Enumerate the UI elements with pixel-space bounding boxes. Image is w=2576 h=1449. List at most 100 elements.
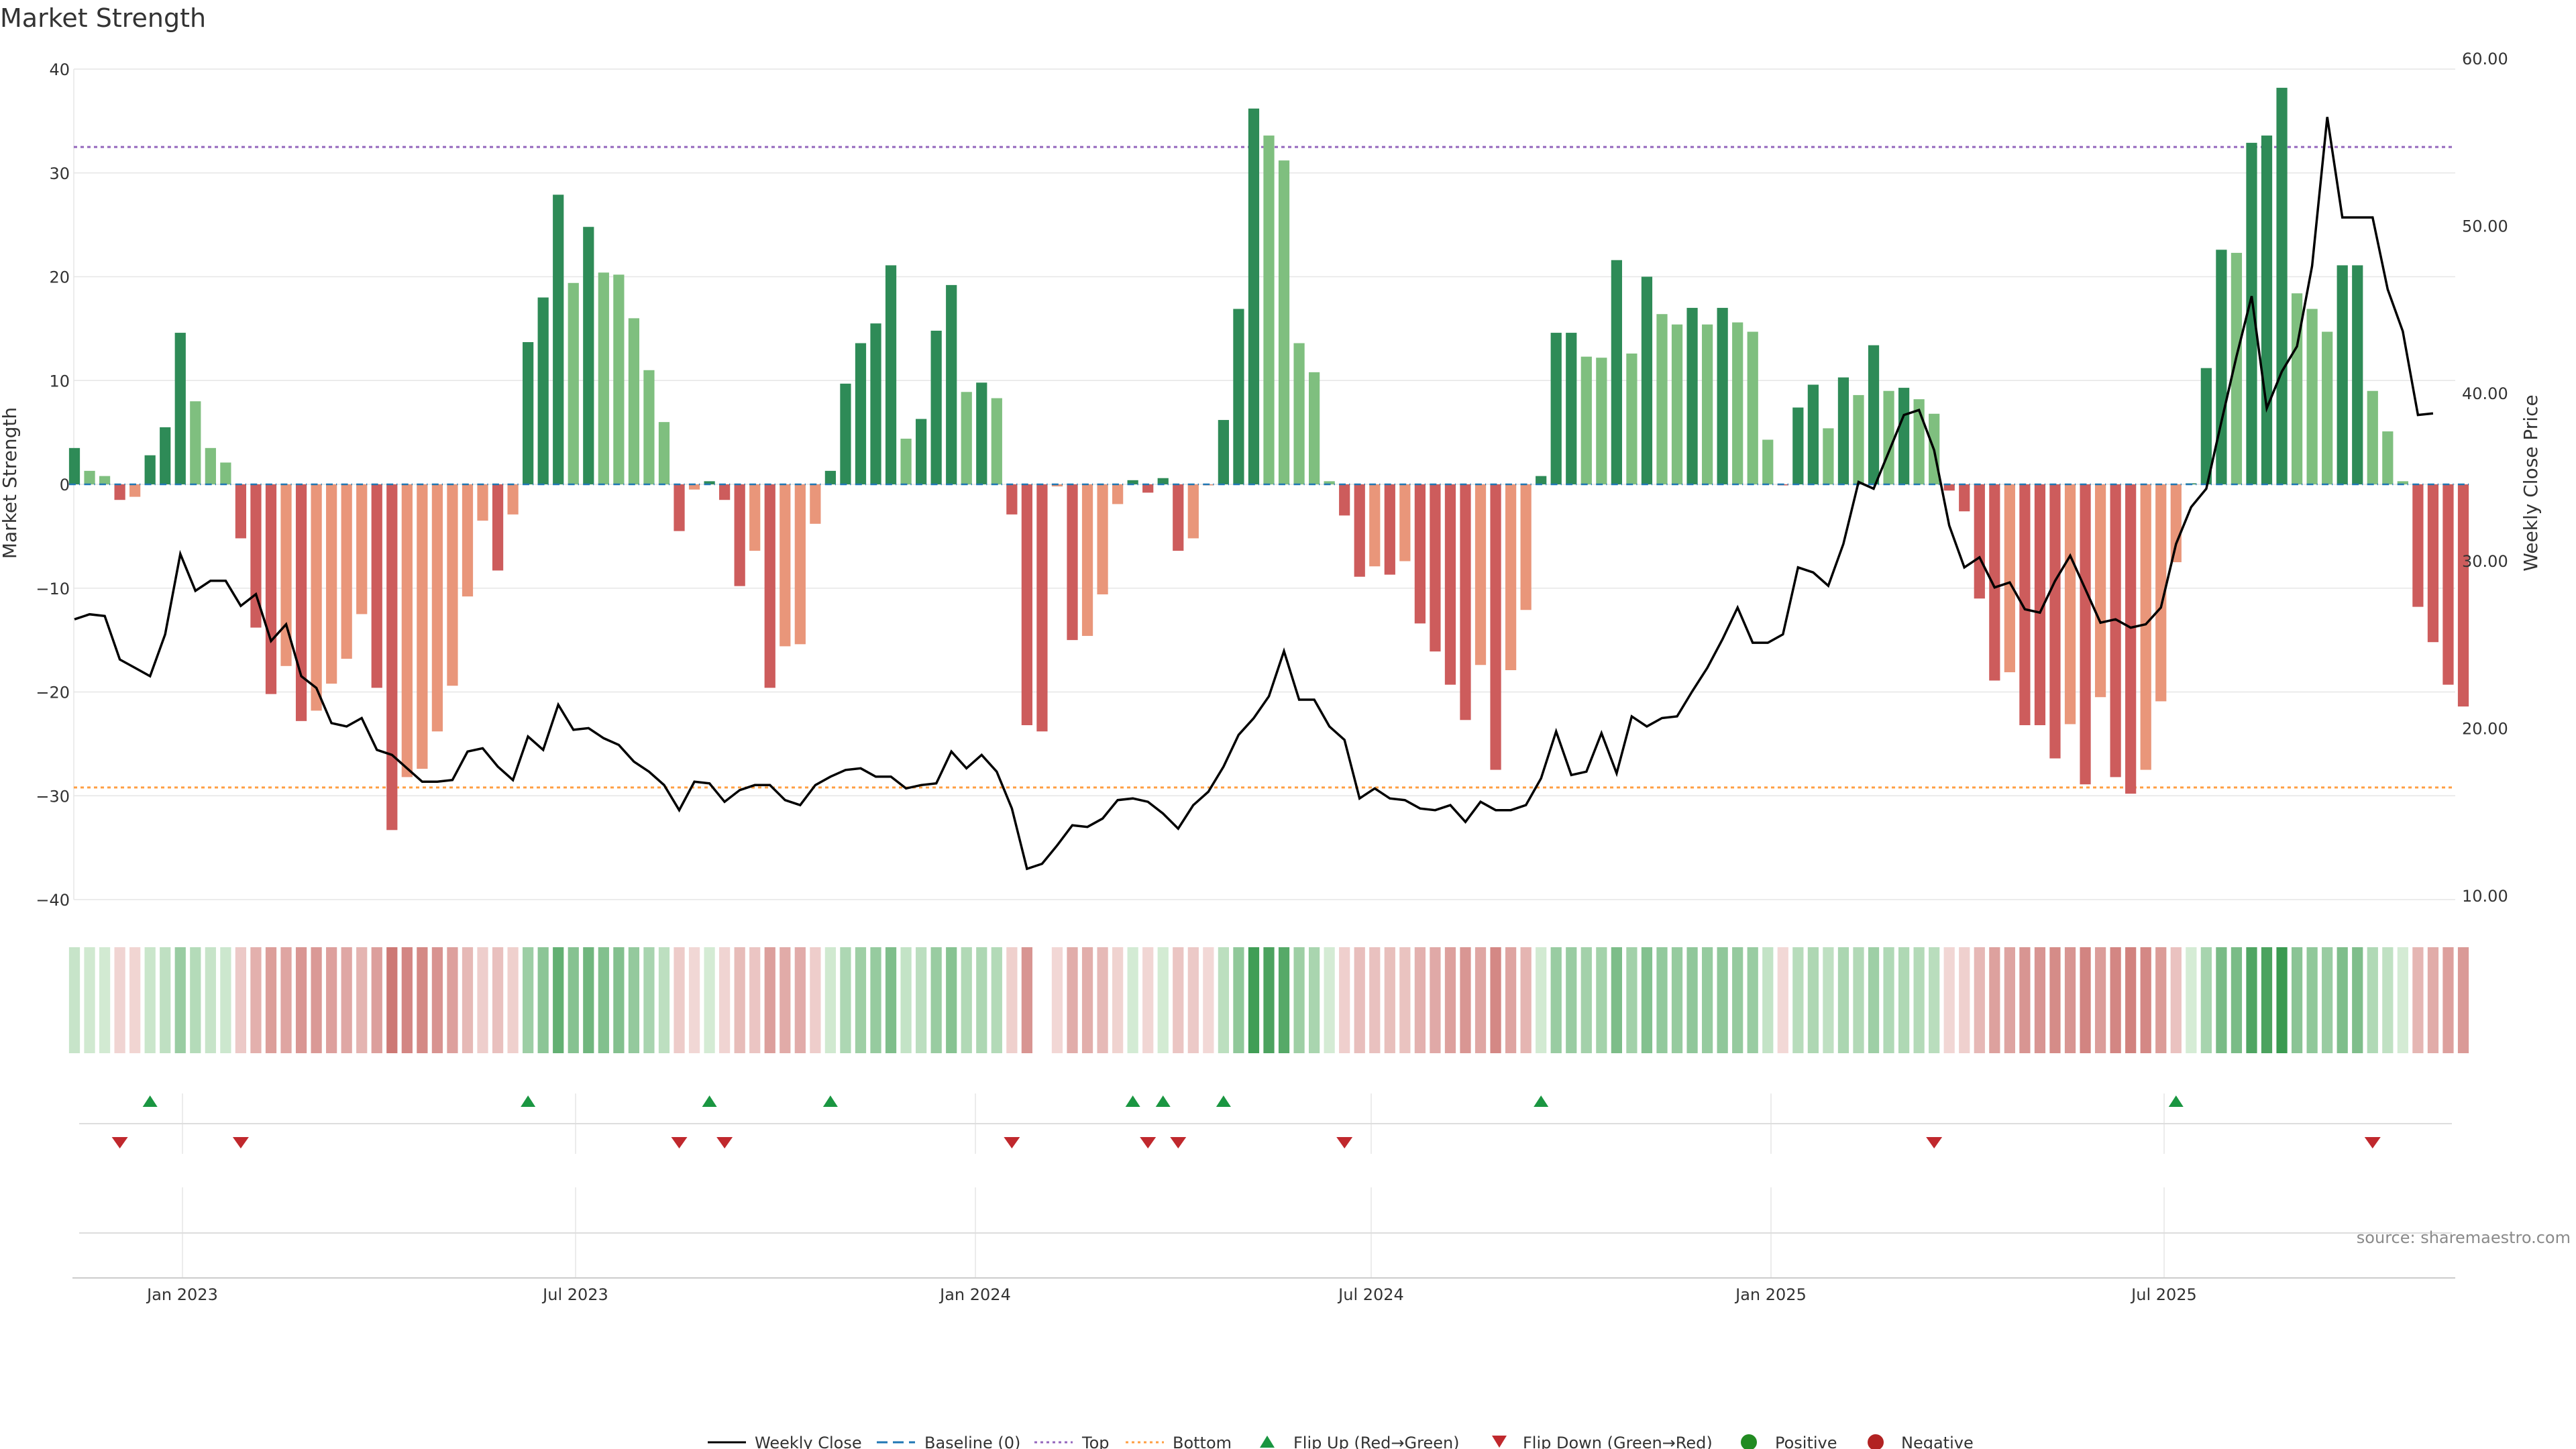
strip-cell: [916, 947, 927, 1053]
strength-bar: [1732, 322, 1743, 484]
strip-cell: [2443, 947, 2454, 1053]
flip-down-marker: [1004, 1137, 1020, 1148]
strip-cell: [568, 947, 579, 1053]
strength-bar: [1354, 484, 1365, 577]
legend-flip-up: Flip Up (Red→Green): [1293, 1434, 1460, 1449]
strength-bar: [855, 343, 867, 484]
strip-cell: [1051, 947, 1063, 1053]
strength-bar: [1248, 108, 1260, 484]
y-axis-left-ticks: 40 30 20 10 0 −10 −20 −30 −40: [36, 60, 70, 910]
strength-bar: [1701, 324, 1713, 484]
strength-bar: [900, 438, 912, 484]
y-tick-label: −30: [36, 787, 70, 806]
strength-bar: [265, 484, 277, 694]
x-tick-label: Jan 2023: [146, 1285, 218, 1304]
strength-bar: [447, 484, 458, 686]
strip-cell: [235, 947, 247, 1053]
strength-bar: [2457, 484, 2469, 707]
strength-bar: [1686, 307, 1698, 484]
strip-cell: [114, 947, 125, 1053]
strip-cell: [447, 947, 458, 1053]
strip-cell: [1898, 947, 1910, 1053]
strip-cell: [250, 947, 262, 1053]
strip-cell: [794, 947, 806, 1053]
strength-bar: [1883, 390, 1894, 484]
strip-cell: [1218, 947, 1229, 1053]
strength-bar: [613, 274, 625, 484]
strip-cell: [2352, 947, 2363, 1053]
strength-bar: [205, 447, 216, 484]
strip-cell: [1339, 947, 1350, 1053]
flip-up-marker: [822, 1095, 838, 1107]
strength-bar: [1490, 484, 1501, 770]
x-tick-label: Jan 2025: [1734, 1285, 1807, 1304]
strip-cell: [1913, 947, 1925, 1053]
strength-bar: [341, 484, 352, 659]
y-axis-right-ticks: 60.00 50.00 40.00 30.00 20.00 10.00: [2462, 50, 2508, 906]
strip-cell: [1883, 947, 1894, 1053]
strip-cell: [99, 947, 111, 1053]
strength-bar: [2140, 484, 2151, 770]
flip-down-marker: [671, 1137, 688, 1148]
strip-cell: [1474, 947, 1487, 1053]
strength-bar: [1112, 484, 1124, 504]
strip-cell: [1490, 947, 1501, 1053]
strip-cell: [780, 947, 791, 1053]
strip-cell: [537, 947, 549, 1053]
strength-bar: [1384, 484, 1395, 575]
strength-bar: [870, 323, 881, 484]
flip-up-marker: [2168, 1095, 2184, 1107]
strip-cell: [2094, 947, 2106, 1053]
strip-cell: [1868, 947, 1880, 1053]
strength-bar: [1187, 484, 1199, 539]
strip-cell: [1520, 947, 1532, 1053]
strip-cell: [1354, 947, 1365, 1053]
strip-cell: [885, 947, 897, 1053]
strip-cell: [1974, 947, 1985, 1053]
strength-bar: [1868, 345, 1880, 484]
strip-cell: [371, 947, 382, 1053]
strength-bar: [2322, 331, 2333, 484]
strip-cell: [1762, 947, 1774, 1053]
strength-bar: [1097, 484, 1108, 595]
strip-cell: [1430, 947, 1441, 1053]
strip-cell: [2246, 947, 2257, 1053]
strip-cell: [1399, 947, 1411, 1053]
weekly-close-line: [74, 117, 2434, 871]
strip-cell: [598, 947, 609, 1053]
strength-bar: [250, 484, 262, 628]
strip-cell: [2412, 947, 2424, 1053]
strip-cell: [1807, 947, 1819, 1053]
strength-bar: [2382, 431, 2394, 484]
strip-cell: [613, 947, 625, 1053]
legend-flip-up-icon: [1260, 1436, 1275, 1448]
y-tick-label: 40: [49, 60, 70, 79]
x-tick-label: Jul 2025: [2130, 1285, 2197, 1304]
strip-cell: [1021, 947, 1033, 1053]
strip-cell: [1641, 947, 1653, 1053]
strength-bar: [220, 462, 231, 484]
strip-cell: [930, 947, 942, 1053]
strip-cell: [265, 947, 277, 1053]
strength-bar: [2170, 484, 2182, 563]
strip-cell: [1444, 947, 1456, 1053]
strength-bar: [1339, 484, 1350, 516]
strip-cell: [507, 947, 519, 1053]
strength-bar: [417, 484, 428, 769]
strength-bar: [2427, 484, 2439, 643]
strip-cell: [991, 947, 1002, 1053]
strip-cell: [553, 947, 564, 1053]
y2-tick-label: 60.00: [2462, 50, 2508, 68]
strength-bar: [1989, 484, 2000, 681]
strength-bar: [2049, 484, 2061, 759]
strength-bar: [916, 419, 927, 484]
strip-cell: [1717, 947, 1728, 1053]
strength-bar: [2246, 142, 2257, 484]
y-tick-label: 20: [49, 268, 70, 287]
strength-bar: [295, 484, 307, 721]
chart-title: Market Strength: [0, 3, 206, 33]
strength-bar: [1747, 331, 1758, 484]
strength-bar: [2306, 309, 2318, 484]
legend-negative: Negative: [1901, 1434, 1974, 1449]
